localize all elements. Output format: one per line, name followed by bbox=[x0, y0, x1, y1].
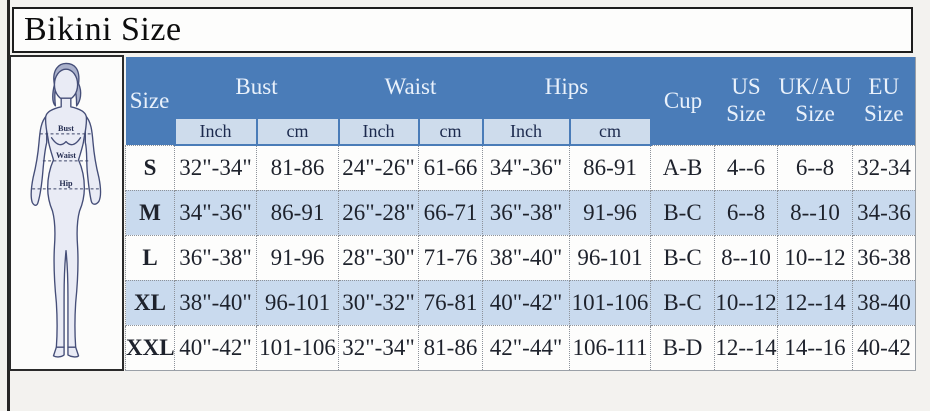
eu-size-cell: 36-38 bbox=[852, 234, 917, 281]
col-header-bust: Bust bbox=[174, 57, 339, 118]
uk-au-size-cell: 6--8 bbox=[777, 144, 854, 191]
col-header-us-size: US Size bbox=[714, 57, 778, 145]
cup-cell: A-B bbox=[650, 144, 716, 191]
bust-cm-cell: 96-101 bbox=[256, 279, 339, 326]
woman-figure-illustration: Bust Waist Hip bbox=[30, 62, 102, 358]
waist-inch-cell: 28"-30" bbox=[338, 234, 419, 281]
uk-au-size-cell: 14--16 bbox=[777, 324, 854, 371]
waist-inch-cell: 24"-26" bbox=[338, 144, 419, 191]
col-header-waist: Waist bbox=[338, 57, 483, 118]
figure-hip-label: Hip bbox=[59, 179, 73, 188]
unit-header-waist-cm: cm bbox=[417, 117, 484, 146]
bust-cm-cell: 91-96 bbox=[256, 234, 339, 281]
uk-au-size-cell: 8--10 bbox=[777, 189, 854, 236]
figure-waist-label: Waist bbox=[56, 151, 76, 160]
us-size-cell: 8--10 bbox=[714, 234, 779, 281]
bust-inch-cell: 36"-38" bbox=[174, 234, 257, 281]
bust-inch-cell: 32"-34" bbox=[174, 144, 257, 191]
hips-cm-cell: 106-111 bbox=[568, 324, 652, 371]
waist-cm-cell: 76-81 bbox=[418, 279, 483, 326]
bust-inch-cell: 38"-40" bbox=[174, 279, 257, 326]
waist-cm-cell: 71-76 bbox=[418, 234, 483, 281]
table-row-s: S 32"-34" 81-86 24"-26" 61-66 34"-36" 86… bbox=[125, 144, 917, 191]
uk-au-size-cell: 10--12 bbox=[777, 234, 854, 281]
uk-au-size-cell: 12--14 bbox=[777, 279, 854, 326]
bust-cm-cell: 81-86 bbox=[256, 144, 339, 191]
eu-size-cell: 32-34 bbox=[852, 144, 917, 191]
us-size-cell: 4--6 bbox=[714, 144, 779, 191]
figure-left-arm bbox=[30, 114, 48, 206]
eu-size-cell: 34-36 bbox=[852, 189, 917, 236]
left-frame-line bbox=[7, 0, 10, 411]
col-header-size: Size bbox=[125, 57, 175, 145]
size-cell: S bbox=[125, 144, 175, 191]
page-title: Bikini Size bbox=[24, 11, 182, 48]
hips-cm-cell: 101-106 bbox=[568, 279, 652, 326]
bust-cm-cell: 86-91 bbox=[256, 189, 339, 236]
header-row-groups: Size Bust Waist Hips Cup US Size UK/AU S… bbox=[125, 57, 916, 145]
waist-cm-cell: 81-86 bbox=[418, 324, 483, 371]
eu-size-cell: 38-40 bbox=[852, 279, 917, 326]
cup-cell: B-D bbox=[650, 324, 716, 371]
figure-body bbox=[44, 97, 88, 348]
hips-inch-cell: 34"-36" bbox=[482, 144, 570, 191]
us-size-cell: 10--12 bbox=[714, 279, 779, 326]
unit-header-bust-inch: Inch bbox=[173, 117, 258, 146]
hips-cm-cell: 96-101 bbox=[568, 234, 652, 281]
size-cell: M bbox=[125, 189, 175, 236]
figure-head bbox=[53, 68, 79, 101]
col-header-cup: Cup bbox=[650, 57, 715, 145]
hips-inch-cell: 42"-44" bbox=[482, 324, 570, 371]
bust-cm-cell: 101-106 bbox=[256, 324, 339, 371]
cup-cell: B-C bbox=[650, 189, 716, 236]
us-size-cell: 6--8 bbox=[714, 189, 779, 236]
body-measurement-figure-box: Bust Waist Hip bbox=[9, 55, 124, 371]
size-table: Size Bust Waist Hips Cup US Size UK/AU S… bbox=[125, 57, 917, 371]
col-header-eu-size: EU Size bbox=[852, 57, 916, 145]
figure-bust-label: Bust bbox=[58, 124, 74, 133]
size-cell: XXL bbox=[125, 324, 175, 371]
hips-cm-cell: 86-91 bbox=[568, 144, 652, 191]
hips-cm-cell: 91-96 bbox=[568, 189, 652, 236]
table-row-m: M 34"-36" 86-91 26"-28" 66-71 36"-38" 91… bbox=[125, 189, 917, 236]
cup-cell: B-C bbox=[650, 279, 716, 326]
figure-bust-curve bbox=[50, 137, 82, 146]
table-row-xxl: XXL 40"-42" 101-106 32"-34" 81-86 42"-44… bbox=[125, 324, 917, 371]
table-row-xl: XL 38"-40" 96-101 30"-32" 76-81 40"-42" … bbox=[125, 279, 917, 326]
waist-inch-cell: 30"-32" bbox=[338, 279, 419, 326]
unit-header-hips-cm: cm bbox=[568, 117, 652, 146]
cup-cell: B-C bbox=[650, 234, 716, 281]
figure-right-arm bbox=[84, 114, 102, 205]
hips-inch-cell: 40"-42" bbox=[482, 279, 570, 326]
waist-cm-cell: 61-66 bbox=[418, 144, 483, 191]
unit-header-bust-cm: cm bbox=[255, 117, 340, 146]
waist-cm-cell: 66-71 bbox=[418, 189, 483, 236]
size-cell: XL bbox=[125, 279, 175, 326]
figure-right-foot bbox=[67, 346, 80, 358]
figure-left-foot bbox=[52, 346, 65, 358]
unit-header-hips-inch: Inch bbox=[481, 117, 571, 146]
waist-inch-cell: 32"-34" bbox=[338, 324, 419, 371]
eu-size-cell: 40-42 bbox=[852, 324, 917, 371]
col-header-hips: Hips bbox=[482, 57, 651, 118]
header-row-units: Inch cm Inch cm Inch cm bbox=[126, 117, 916, 146]
bust-inch-cell: 34"-36" bbox=[174, 189, 257, 236]
bust-inch-cell: 40"-42" bbox=[174, 324, 257, 371]
unit-header-waist-inch: Inch bbox=[337, 117, 420, 146]
hips-inch-cell: 36"-38" bbox=[482, 189, 570, 236]
title-bar: Bikini Size bbox=[12, 7, 913, 53]
us-size-cell: 12--14 bbox=[714, 324, 779, 371]
hips-inch-cell: 38"-40" bbox=[482, 234, 570, 281]
size-cell: L bbox=[125, 234, 175, 281]
table-row-l: L 36"-38" 91-96 28"-30" 71-76 38"-40" 96… bbox=[125, 234, 917, 281]
col-header-uk-au-size: UK/AU Size bbox=[777, 57, 853, 145]
waist-inch-cell: 26"-28" bbox=[338, 189, 419, 236]
